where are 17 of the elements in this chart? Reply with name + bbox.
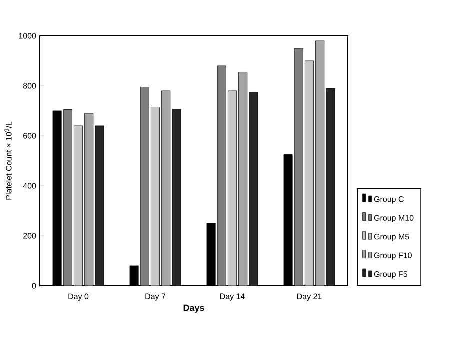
x-tick-label: Day 7 [146, 294, 166, 301]
x-tick-label: Day 14 [220, 294, 245, 301]
legend-label: Group C [374, 196, 404, 204]
x-tick-label: Day 21 [297, 294, 322, 302]
y-tick-label: 600 [24, 133, 36, 139]
y-tick-label: 1000 [19, 33, 36, 39]
y-tick-label: 400 [23, 183, 36, 189]
legend-label: Group M5 [374, 234, 410, 242]
y-tick-label: 800 [23, 83, 36, 89]
y-tick-label: 0 [32, 283, 36, 289]
legend-label: Group F5 [374, 272, 408, 279]
legend-label: Group F10 [374, 252, 412, 260]
legend-label: Group M10 [374, 215, 414, 223]
x-tick-label: Day 0 [68, 294, 89, 302]
x-axis-title: Days [184, 304, 204, 313]
y-axis-title: Platelet Count × 10$^{9}$/L [4, 122, 12, 200]
y-tick-label: 200 [24, 233, 36, 239]
